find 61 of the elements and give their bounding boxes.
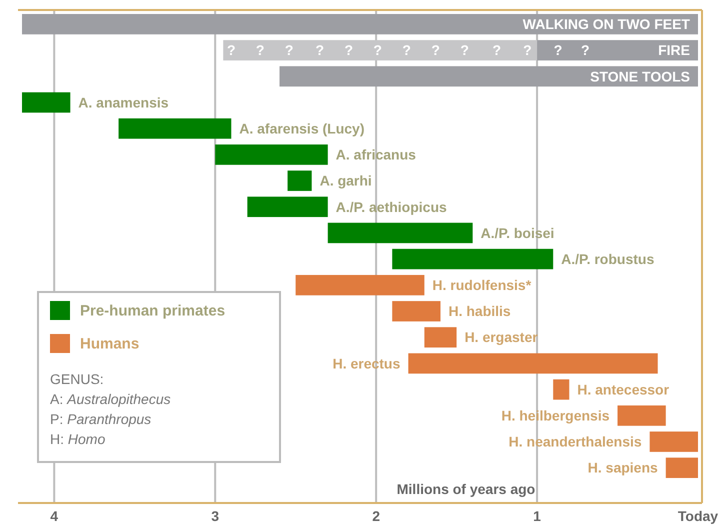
bar — [537, 40, 698, 60]
y-tick-label: FIRE — [658, 42, 690, 58]
bar — [118, 118, 232, 139]
annotation: ? — [554, 42, 562, 58]
bar — [408, 353, 658, 374]
y-tick-label: H. rudolfensis* — [432, 277, 532, 294]
x-tick-label: Today — [678, 508, 718, 524]
annotation: ? — [226, 42, 236, 58]
y-tick-label: H. neanderthalensis — [508, 434, 642, 450]
annotation: ? — [523, 42, 532, 58]
y-tick-label: A./P. aethiopicus — [336, 198, 448, 215]
annotation: ? — [344, 42, 354, 58]
x-tick-label: 2 — [372, 508, 380, 524]
bar — [392, 301, 440, 322]
x-axis-title: Millions of years ago — [396, 481, 536, 497]
annotation: ? — [284, 42, 294, 58]
y-tick-label: A. garhi — [320, 172, 372, 189]
bar — [296, 274, 424, 296]
bar — [22, 14, 698, 34]
bar — [247, 196, 328, 218]
bar — [215, 144, 328, 165]
annotation: P: Paranthropus — [50, 411, 152, 427]
legend-label: Pre-human primates — [80, 302, 226, 320]
bar — [288, 170, 312, 191]
bar — [650, 432, 698, 452]
y-tick-label: STONE TOOLS — [590, 68, 690, 84]
annotation: ? — [315, 42, 324, 58]
y-tick-label: A. africanus — [336, 146, 416, 163]
annotation: ? — [256, 42, 264, 58]
annotation: ? — [373, 42, 382, 58]
x-tick-label: 1 — [533, 508, 542, 524]
legend-label: Humans — [80, 335, 140, 352]
bar — [618, 405, 666, 426]
annotation: ? — [581, 42, 590, 58]
y-tick-label: A. afarensis (Lucy) — [239, 120, 365, 136]
annotation: ? — [402, 42, 411, 58]
y-tick-label: H. heilbergensis — [501, 408, 610, 424]
y-tick-label: A./P. robustus — [561, 250, 654, 267]
annotation: H: Homo — [50, 431, 106, 447]
annotation: ? — [431, 42, 440, 58]
annotation: GENUS: — [50, 371, 104, 387]
bar — [280, 66, 698, 87]
y-tick-label: H. sapiens — [588, 460, 658, 476]
bar — [22, 92, 70, 113]
annotation: ? — [460, 42, 469, 58]
y-tick-label: H. ergaster — [464, 329, 538, 346]
bar — [666, 458, 698, 478]
bar — [328, 222, 473, 244]
x-tick-label: 4 — [50, 508, 58, 524]
x-tick-label: 3 — [211, 508, 220, 524]
y-tick-label: H. habilis — [448, 303, 511, 320]
annotation: A: Australopithecus — [50, 391, 171, 407]
y-tick-label: H. antecessor — [577, 381, 670, 398]
y-tick-label: WALKING ON TWO FEET — [522, 16, 690, 32]
y-tick-label: H. erectus — [332, 355, 400, 372]
y-tick-label: A./P. boisei — [480, 224, 554, 241]
annotation: ? — [492, 42, 502, 58]
y-tick-label: A. anamensis — [78, 94, 169, 110]
bar — [392, 248, 554, 270]
bar — [553, 379, 570, 400]
bar — [424, 327, 457, 348]
